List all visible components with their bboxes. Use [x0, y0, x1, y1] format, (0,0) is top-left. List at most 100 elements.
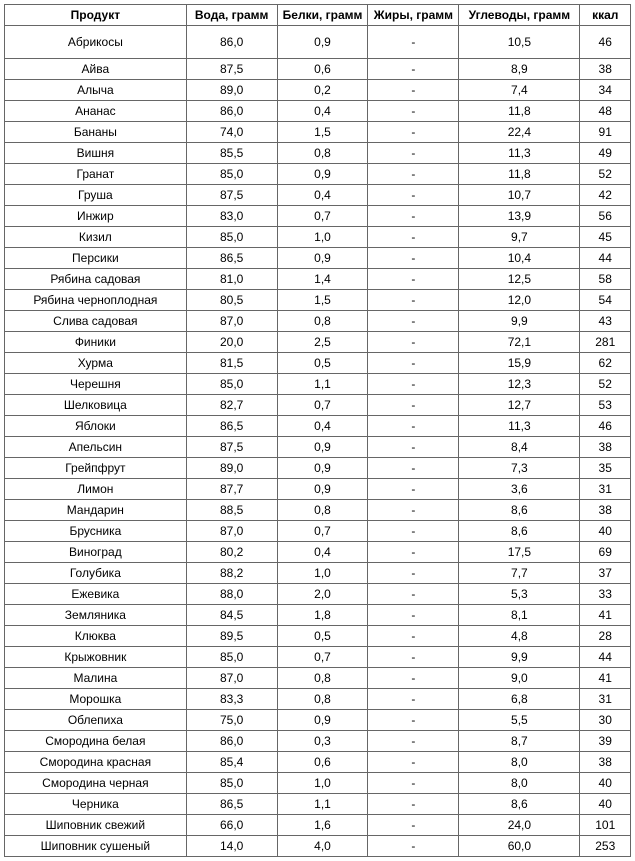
- cell-value: 8,4: [459, 437, 580, 458]
- cell-value: 44: [580, 647, 631, 668]
- table-row: Виноград80,20,4-17,569: [5, 542, 631, 563]
- cell-value: -: [368, 647, 459, 668]
- table-row: Мандарин88,50,8-8,638: [5, 500, 631, 521]
- cell-product: Брусника: [5, 521, 187, 542]
- cell-value: 49: [580, 143, 631, 164]
- cell-value: -: [368, 542, 459, 563]
- table-row: Персики86,50,9-10,444: [5, 248, 631, 269]
- cell-value: -: [368, 794, 459, 815]
- cell-value: -: [368, 773, 459, 794]
- table-row: Яблоки86,50,4-11,346: [5, 416, 631, 437]
- col-header-kcal: ккал: [580, 5, 631, 26]
- cell-product: Кизил: [5, 227, 187, 248]
- cell-value: 85,0: [186, 773, 277, 794]
- cell-value: 85,4: [186, 752, 277, 773]
- cell-value: 24,0: [459, 815, 580, 836]
- cell-value: 253: [580, 836, 631, 857]
- table-head: Продукт Вода, грамм Белки, грамм Жиры, г…: [5, 5, 631, 26]
- cell-value: 0,7: [277, 647, 368, 668]
- cell-value: 0,9: [277, 248, 368, 269]
- cell-value: -: [368, 206, 459, 227]
- cell-product: Малина: [5, 668, 187, 689]
- table-row: Смородина белая86,00,3-8,739: [5, 731, 631, 752]
- cell-value: 9,7: [459, 227, 580, 248]
- cell-value: 87,5: [186, 59, 277, 80]
- table-row: Бананы74,01,5-22,491: [5, 122, 631, 143]
- table-row: Морошка83,30,8-6,831: [5, 689, 631, 710]
- cell-value: 81,5: [186, 353, 277, 374]
- cell-value: 7,3: [459, 458, 580, 479]
- cell-value: 20,0: [186, 332, 277, 353]
- cell-value: 11,3: [459, 143, 580, 164]
- cell-value: 8,9: [459, 59, 580, 80]
- cell-product: Бананы: [5, 122, 187, 143]
- cell-value: 38: [580, 752, 631, 773]
- table-body: Абрикосы86,00,9-10,546Айва87,50,6-8,938А…: [5, 26, 631, 857]
- cell-value: 12,5: [459, 269, 580, 290]
- cell-product: Шелковица: [5, 395, 187, 416]
- cell-value: 45: [580, 227, 631, 248]
- table-row: Смородина черная85,01,0-8,040: [5, 773, 631, 794]
- cell-product: Шиповник сушеный: [5, 836, 187, 857]
- cell-value: 41: [580, 668, 631, 689]
- cell-value: 87,7: [186, 479, 277, 500]
- cell-value: 28: [580, 626, 631, 647]
- cell-value: 31: [580, 689, 631, 710]
- cell-value: 0,5: [277, 353, 368, 374]
- cell-value: 0,8: [277, 668, 368, 689]
- nutrition-table: Продукт Вода, грамм Белки, грамм Жиры, г…: [4, 4, 631, 857]
- cell-value: 40: [580, 794, 631, 815]
- cell-value: -: [368, 227, 459, 248]
- cell-product: Виноград: [5, 542, 187, 563]
- cell-value: 85,0: [186, 374, 277, 395]
- table-row: Брусника87,00,7-8,640: [5, 521, 631, 542]
- cell-value: 0,7: [277, 206, 368, 227]
- cell-value: 87,0: [186, 311, 277, 332]
- cell-value: 0,8: [277, 689, 368, 710]
- table-row: Ананас86,00,4-11,848: [5, 101, 631, 122]
- cell-value: 40: [580, 773, 631, 794]
- cell-value: -: [368, 500, 459, 521]
- cell-value: 69: [580, 542, 631, 563]
- cell-value: 6,8: [459, 689, 580, 710]
- cell-value: 1,4: [277, 269, 368, 290]
- cell-value: 8,1: [459, 605, 580, 626]
- cell-value: 83,3: [186, 689, 277, 710]
- header-row: Продукт Вода, грамм Белки, грамм Жиры, г…: [5, 5, 631, 26]
- table-row: Шиповник свежий66,01,6-24,0101: [5, 815, 631, 836]
- table-row: Крыжовник85,00,7-9,944: [5, 647, 631, 668]
- cell-value: 0,9: [277, 458, 368, 479]
- cell-product: Морошка: [5, 689, 187, 710]
- cell-value: -: [368, 521, 459, 542]
- cell-value: -: [368, 689, 459, 710]
- cell-value: 0,8: [277, 143, 368, 164]
- table-row: Малина87,00,8-9,041: [5, 668, 631, 689]
- cell-value: 5,5: [459, 710, 580, 731]
- cell-value: 41: [580, 605, 631, 626]
- cell-value: -: [368, 80, 459, 101]
- cell-value: -: [368, 731, 459, 752]
- cell-value: 10,5: [459, 26, 580, 59]
- cell-value: 87,0: [186, 521, 277, 542]
- cell-value: 87,5: [186, 437, 277, 458]
- cell-value: 1,0: [277, 227, 368, 248]
- table-row: Ежевика88,02,0-5,333: [5, 584, 631, 605]
- table-row: Лимон87,70,9-3,631: [5, 479, 631, 500]
- cell-value: 0,9: [277, 710, 368, 731]
- cell-value: -: [368, 164, 459, 185]
- cell-value: 9,9: [459, 647, 580, 668]
- table-row: Хурма81,50,5-15,962: [5, 353, 631, 374]
- cell-value: 38: [580, 500, 631, 521]
- cell-value: -: [368, 584, 459, 605]
- cell-value: 12,7: [459, 395, 580, 416]
- cell-product: Голубика: [5, 563, 187, 584]
- cell-product: Алыча: [5, 80, 187, 101]
- cell-product: Земляника: [5, 605, 187, 626]
- cell-product: Айва: [5, 59, 187, 80]
- table-row: Клюква89,50,5-4,828: [5, 626, 631, 647]
- cell-value: 42: [580, 185, 631, 206]
- cell-value: 82,7: [186, 395, 277, 416]
- table-row: Абрикосы86,00,9-10,546: [5, 26, 631, 59]
- cell-product: Гранат: [5, 164, 187, 185]
- cell-product: Клюква: [5, 626, 187, 647]
